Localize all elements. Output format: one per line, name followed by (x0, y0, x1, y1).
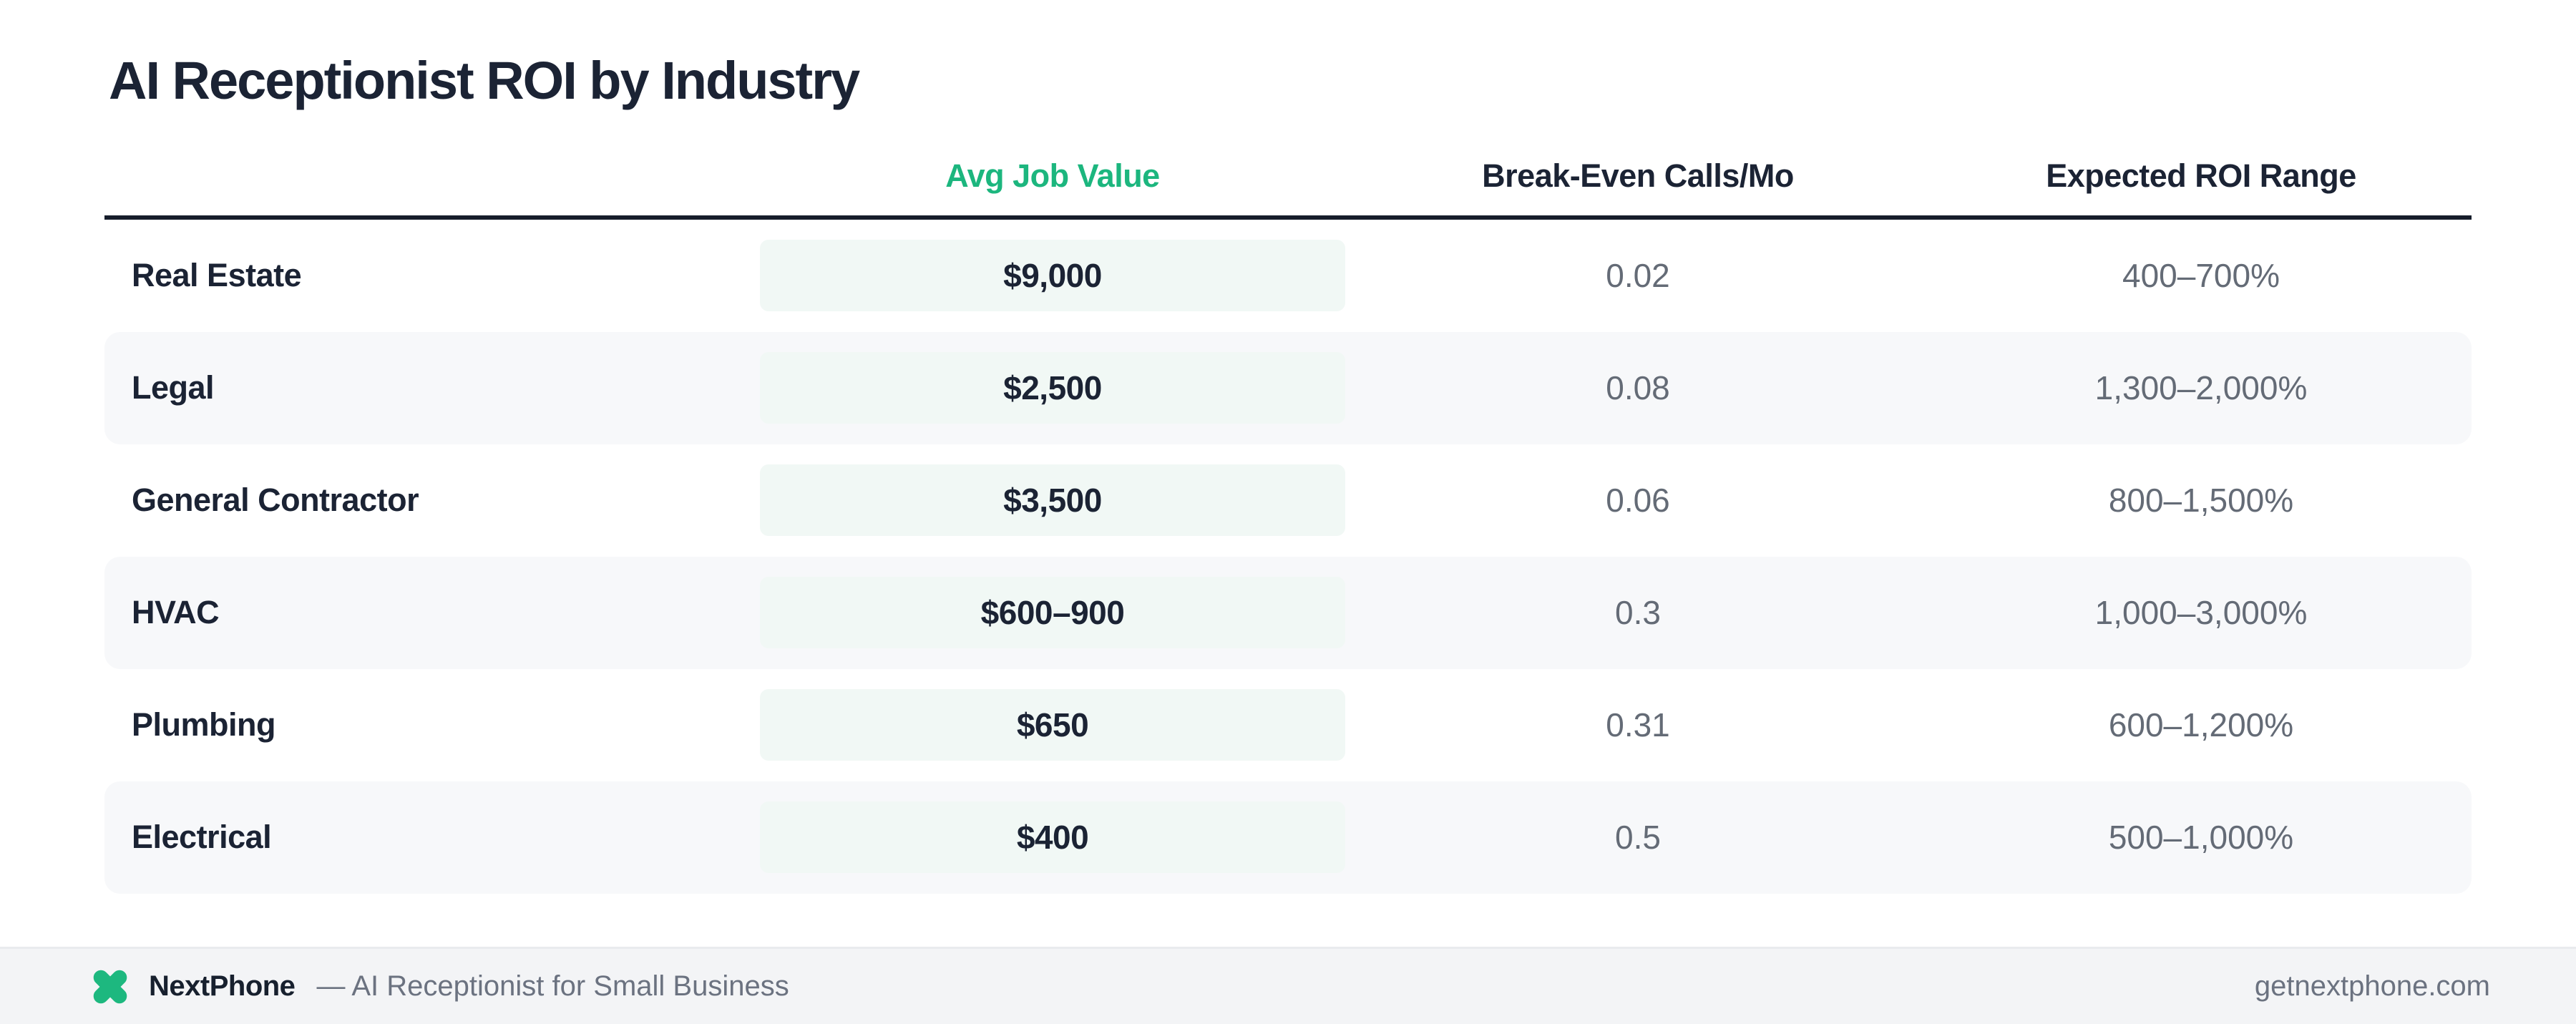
avg-job-value-chip: $600–900 (760, 577, 1345, 649)
industry-label: General Contractor (132, 482, 419, 519)
brand-tagline: — AI Receptionist for Small Business (316, 970, 789, 1002)
table-body: Real Estate $9,000 0.02 400–700% Legal $… (104, 220, 2472, 894)
break-even-value: 0.31 (1606, 706, 1670, 744)
industry-label: HVAC (132, 594, 220, 631)
industry-label: Real Estate (132, 257, 302, 294)
roi-range-value: 1,000–3,000% (2094, 594, 2308, 632)
header-roi-range: Expected ROI Range (2046, 157, 2356, 194)
nextphone-logo-icon (93, 970, 127, 1003)
avg-job-value-cell: $650 (760, 689, 1345, 761)
break-even-value: 0.08 (1606, 369, 1670, 407)
avg-job-value-cell: $400 (760, 801, 1345, 874)
avg-job-value-chip: $400 (760, 801, 1345, 874)
table-content: AI Receptionist ROI by Industry Avg Job … (104, 0, 2472, 894)
avg-job-value-chip: $3,500 (760, 464, 1345, 537)
header-break-even: Break-Even Calls/Mo (1482, 157, 1794, 194)
roi-range-value: 800–1,500% (2108, 482, 2294, 520)
roi-range-value: 600–1,200% (2108, 706, 2294, 744)
roi-range-value: 1,300–2,000% (2094, 369, 2308, 407)
brand-name: NextPhone (149, 970, 296, 1002)
website-domain: getnextphone.com (2254, 970, 2490, 1002)
table-header-row: Avg Job Value Break-Even Calls/Mo Expect… (104, 137, 2472, 220)
industry-label: Plumbing (132, 706, 275, 743)
table-row: HVAC $600–900 0.3 1,000–3,000% (104, 556, 2472, 669)
avg-job-value-cell: $3,500 (760, 464, 1345, 537)
break-even-value: 0.06 (1606, 482, 1670, 520)
avg-job-value-chip: $9,000 (760, 240, 1345, 312)
avg-job-value-cell: $600–900 (760, 577, 1345, 649)
roi-range-value: 400–700% (2122, 257, 2280, 295)
roi-range-value: 500–1,000% (2108, 819, 2294, 857)
table-row: Real Estate $9,000 0.02 400–700% (104, 220, 2472, 332)
header-avg-job-value: Avg Job Value (945, 157, 1160, 194)
table-row: Electrical $400 0.5 500–1,000% (104, 781, 2472, 894)
table-row: General Contractor $3,500 0.06 800–1,500… (104, 444, 2472, 557)
avg-job-value-chip: $2,500 (760, 352, 1345, 424)
industry-label: Electrical (132, 819, 272, 856)
industry-label: Legal (132, 369, 215, 406)
break-even-value: 0.5 (1615, 819, 1661, 857)
table-row: Legal $2,500 0.08 1,300–2,000% (104, 331, 2472, 444)
avg-job-value-chip: $650 (760, 689, 1345, 761)
table-row: Plumbing $650 0.31 600–1,200% (104, 669, 2472, 781)
footer-bar: NextPhone — AI Receptionist for Small Bu… (0, 947, 2576, 1024)
break-even-value: 0.3 (1615, 594, 1661, 632)
avg-job-value-cell: $9,000 (760, 240, 1345, 312)
avg-job-value-cell: $2,500 (760, 352, 1345, 424)
page-title: AI Receptionist ROI by Industry (109, 51, 860, 110)
break-even-value: 0.02 (1606, 257, 1670, 295)
